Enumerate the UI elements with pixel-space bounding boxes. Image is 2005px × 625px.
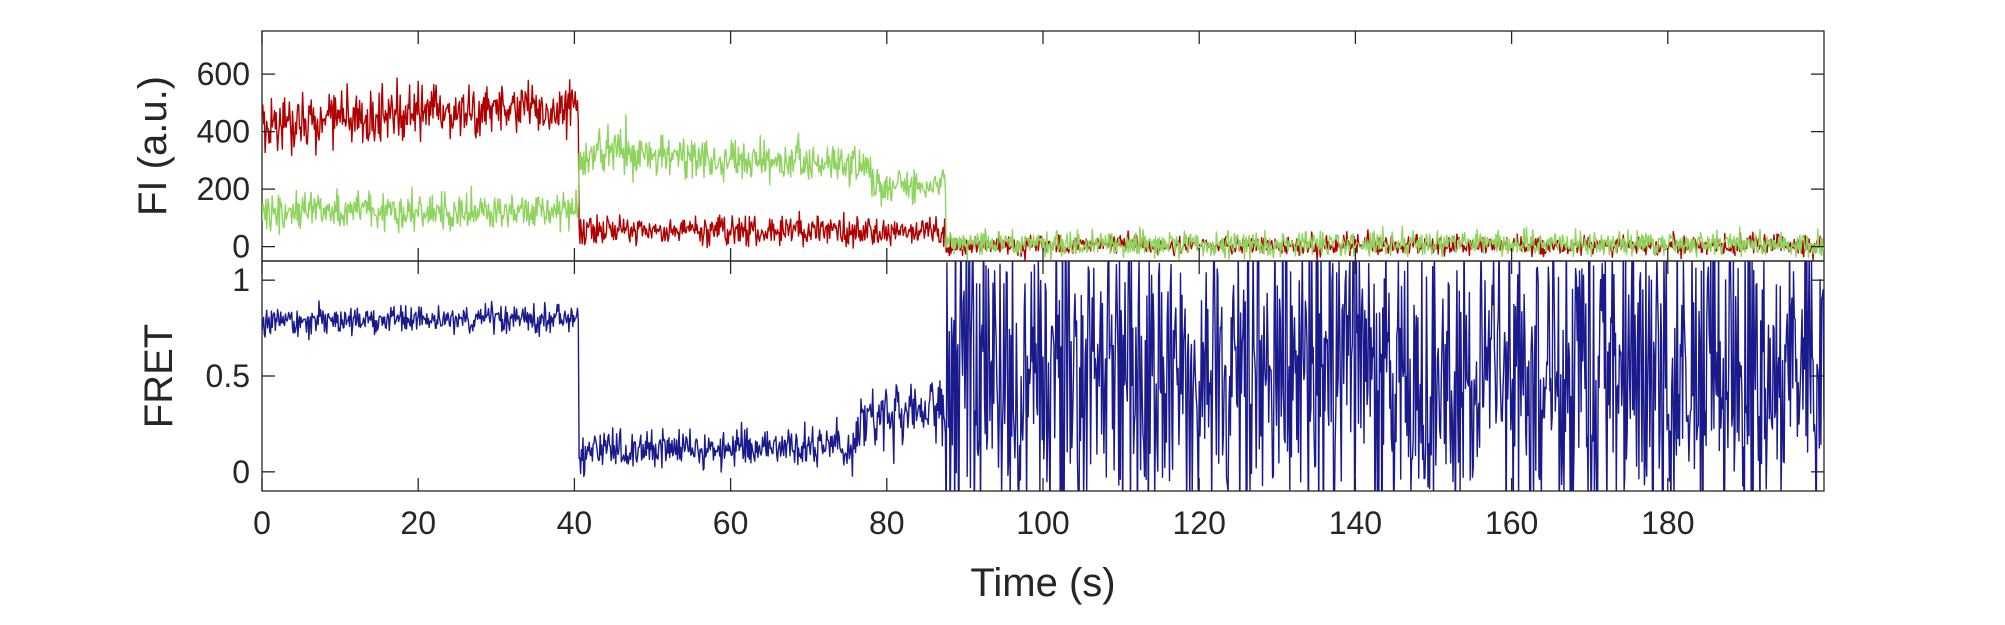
x-tick-label: 120 — [1173, 505, 1226, 541]
fluorescence-y-ticks: 0 200 400 600 — [197, 56, 1824, 265]
y-tick-label: 400 — [197, 114, 250, 150]
trace-series-2-1 — [262, 261, 1824, 491]
x-tick-label: 180 — [1641, 505, 1694, 541]
fluorescence-y-axis-label: FI (a.u.) — [131, 76, 175, 216]
y-tick-label: 0 — [232, 229, 250, 265]
y-tick-label: 200 — [197, 171, 250, 207]
y-tick-label: 1 — [232, 262, 250, 298]
y-tick-label: 0 — [232, 454, 250, 490]
fret-y-axis-label: FRET — [137, 324, 181, 428]
x-tick-label: 160 — [1485, 505, 1538, 541]
fret-traces — [262, 261, 1824, 491]
x-tick-label: 40 — [557, 505, 593, 541]
fret-panel: 00.51 0 20 40 60 80 100 120 140 160 180 FRET Time… — [137, 31, 1825, 605]
x-tick-label: 80 — [869, 505, 905, 541]
time-x-axis-label: Time (s) — [970, 561, 1115, 605]
y-tick-label: 0.5 — [206, 358, 250, 394]
y-tick-label: 600 — [197, 56, 250, 92]
fret-y-ticks: 00.51 — [206, 262, 1824, 490]
fluorescence-panel: 0 200 400 600 FI (a.u.) — [131, 30, 1825, 265]
x-tick-label: 20 — [400, 505, 436, 541]
x-tick-label: 0 — [253, 505, 271, 541]
x-tick-label: 60 — [713, 505, 749, 541]
time-x-ticks: 0 20 40 60 80 100 120 140 160 180 — [253, 31, 1694, 541]
x-tick-label: 100 — [1016, 505, 1069, 541]
x-tick-label: 140 — [1329, 505, 1382, 541]
